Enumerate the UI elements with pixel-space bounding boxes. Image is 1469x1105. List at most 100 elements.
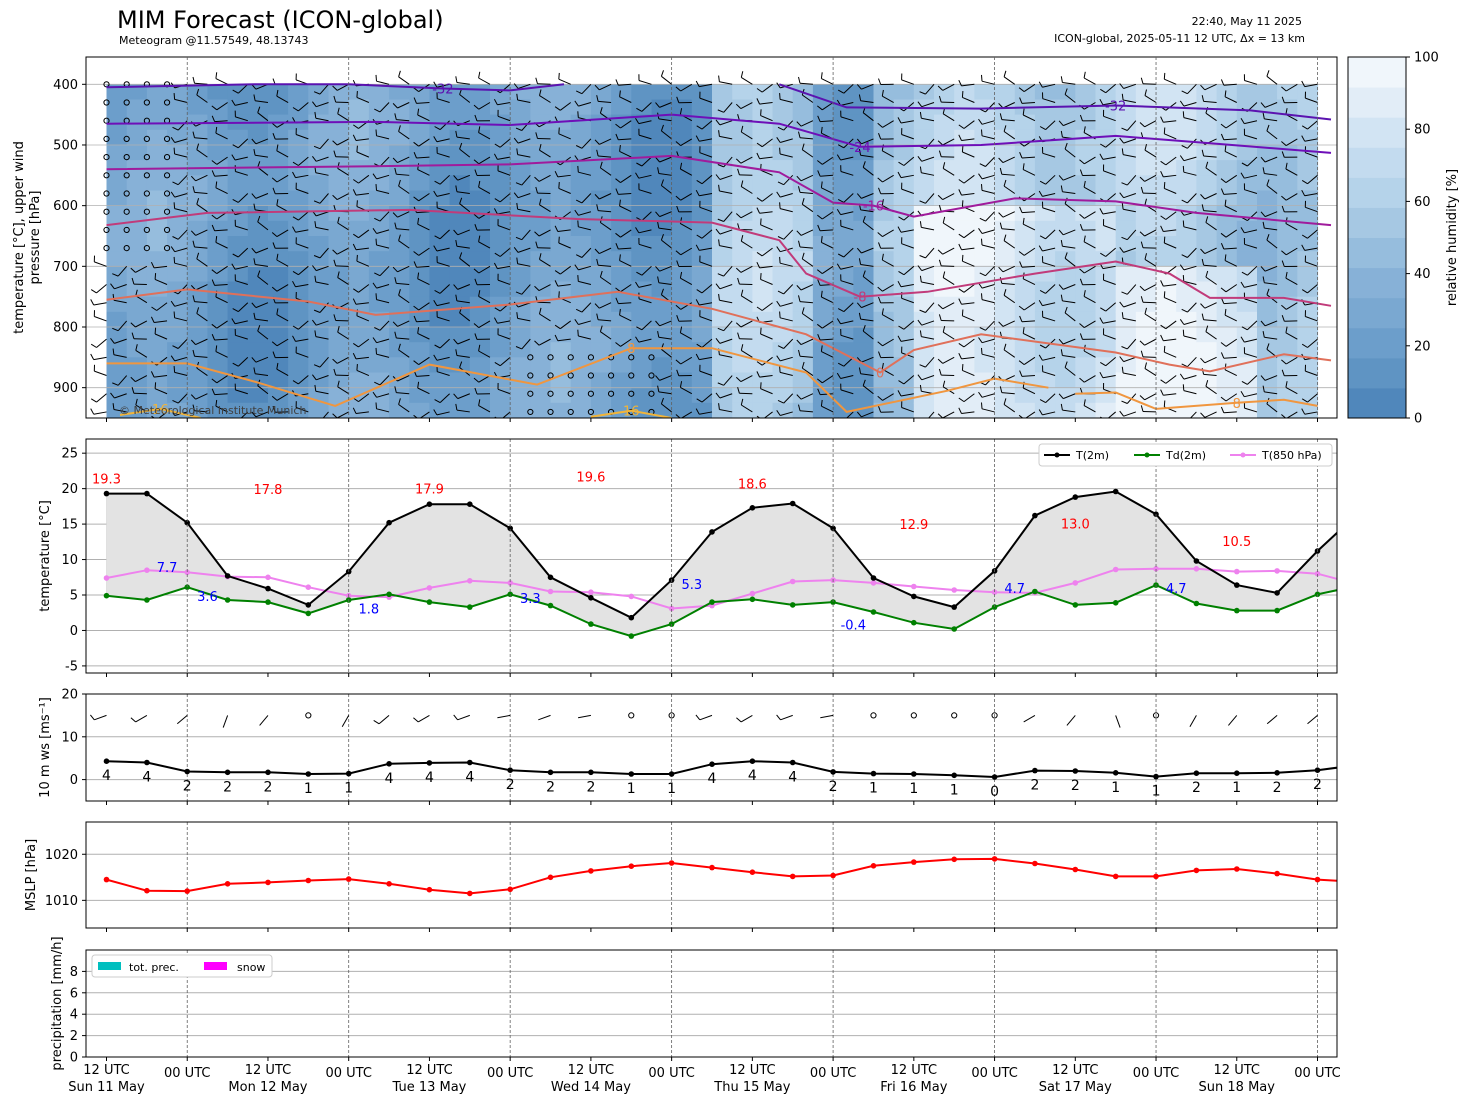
humidity-cell <box>1176 220 1197 237</box>
upper-wind-barb-flag <box>1039 399 1046 404</box>
humidity-cell <box>308 372 330 389</box>
upper-wind-barb <box>497 170 511 176</box>
upper-wind-barb <box>699 302 713 306</box>
humidity-cell <box>268 236 289 252</box>
upper-wind-barb <box>1022 114 1036 122</box>
upper-wind-barb <box>1003 76 1016 85</box>
upper-wind-barb-calm <box>628 390 635 397</box>
upper-wind-barb <box>963 284 975 293</box>
humidity-cell <box>732 387 753 404</box>
humidity-cell <box>812 402 834 418</box>
data-point <box>144 887 150 894</box>
upper-wind-barb-flag <box>1022 217 1025 225</box>
humidity-cell <box>1055 114 1076 131</box>
upper-wind-barb-flag <box>1266 179 1270 186</box>
humidity-cell <box>913 236 935 252</box>
data-point <box>386 761 392 767</box>
legend-marker <box>1054 452 1060 458</box>
upper-wind-barb <box>1163 338 1177 342</box>
upper-wind-barb-flag <box>1224 145 1227 152</box>
upper-wind-barb-flag <box>253 149 256 156</box>
upper-wind-barb-flag <box>1079 169 1083 176</box>
upper-wind-barb <box>799 355 813 358</box>
upper-wind-barb <box>1126 338 1137 350</box>
humidity-cell <box>1297 266 1319 283</box>
upper-wind-barb-flag <box>90 289 97 294</box>
upper-wind-barb <box>821 405 834 413</box>
upper-wind-barb <box>1183 226 1197 231</box>
humidity-cell <box>1196 251 1218 267</box>
upper-wind-barb-flag <box>1301 135 1306 142</box>
upper-wind-barb-flag <box>862 379 866 386</box>
upper-wind-barb <box>315 281 329 286</box>
humidity-cell <box>1196 387 1218 404</box>
upper-wind-barb <box>638 298 652 304</box>
upper-wind-barb <box>840 211 854 216</box>
upper-wind-barb-flag <box>232 308 239 313</box>
humidity-cell <box>833 372 854 389</box>
upper-wind-barb <box>96 338 107 348</box>
upper-wind-barb-flag <box>1144 198 1147 205</box>
upper-wind-barb-flag <box>474 278 478 285</box>
upper-wind-barb-flag <box>292 226 296 233</box>
upper-wind-barb-flag <box>1260 266 1266 272</box>
upper-wind-barb-flag <box>574 100 579 107</box>
upper-wind-barb <box>337 222 349 231</box>
upper-wind-barb-flag <box>735 103 742 109</box>
humidity-cell <box>288 327 309 343</box>
humidity-cell <box>712 251 733 267</box>
upper-wind-barb-flag <box>937 358 944 364</box>
upper-wind-barb-flag <box>231 99 236 106</box>
upper-wind-barb-flag <box>619 90 621 97</box>
upper-wind-barb-flag <box>374 381 381 386</box>
upper-wind-barb <box>1083 405 1096 413</box>
upper-wind-barb <box>921 117 935 122</box>
upper-wind-barb-flag <box>1220 188 1225 195</box>
upper-wind-barb-calm <box>123 135 130 143</box>
upper-wind-barb <box>618 138 632 141</box>
upper-wind-barb-flag <box>1240 281 1245 288</box>
upper-wind-barb-flag <box>1201 204 1205 211</box>
humidity-cell <box>449 372 471 389</box>
humidity-cell <box>712 236 733 252</box>
humidity-cell <box>611 296 632 313</box>
upper-wind-barb-flag <box>717 164 724 168</box>
upper-wind-barb-flag <box>1139 340 1145 346</box>
humidity-cell <box>187 296 208 313</box>
upper-wind-barb <box>1002 265 1015 273</box>
upper-wind-barb-flag <box>417 217 420 225</box>
upper-wind-barb <box>981 338 995 344</box>
upper-wind-barb-flag <box>455 403 458 411</box>
upper-wind-barb-flag <box>1119 301 1124 308</box>
humidity-cell <box>974 220 996 237</box>
upper-wind-barb <box>719 409 733 413</box>
upper-wind-barb-flag <box>981 347 983 355</box>
humidity-cell <box>1196 175 1218 192</box>
upper-wind-barb-flag <box>695 353 700 360</box>
wind-speed-label: 1 <box>344 781 353 797</box>
upper-wind-barb <box>820 229 834 232</box>
upper-wind-barb <box>1266 130 1278 140</box>
upper-wind-barb-flag <box>1019 370 1023 377</box>
upper-wind-barb <box>539 95 551 103</box>
humidity-cell <box>510 84 531 101</box>
humidity-cell <box>288 357 309 374</box>
upper-wind-barb <box>843 247 854 258</box>
upper-wind-barb <box>1244 243 1258 249</box>
upper-wind-barb-flag <box>135 344 138 351</box>
upper-wind-barb <box>237 138 249 149</box>
upper-wind-barb-flag <box>660 234 664 241</box>
humidity-cell <box>954 84 975 101</box>
humidity-cell <box>1216 372 1238 389</box>
humidity-cell <box>570 129 592 146</box>
humidity-cell <box>429 357 451 374</box>
humidity-cell <box>308 84 330 101</box>
upper-wind-barb <box>177 338 188 349</box>
humidity-cell <box>812 220 834 237</box>
upper-wind-barb <box>1203 373 1217 377</box>
humidity-cell <box>712 175 733 192</box>
upper-wind-barb-flag <box>1241 271 1248 276</box>
upper-wind-barb-flag <box>232 362 239 367</box>
upper-wind-barb-flag <box>1301 80 1306 87</box>
upper-wind-barb-flag <box>820 236 823 243</box>
